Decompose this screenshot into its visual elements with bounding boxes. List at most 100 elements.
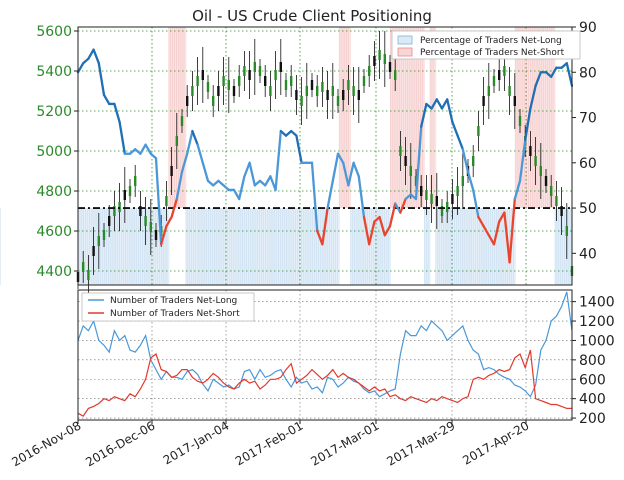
net-long-band [151, 208, 158, 285]
pct-net-long-segment [201, 161, 210, 183]
pct-net-long-segment [394, 202, 402, 214]
price-candle [446, 202, 449, 212]
pct-net-long-segment [180, 152, 189, 173]
pct-net-long-segment [154, 157, 163, 246]
pct-net-long-segment [316, 229, 324, 246]
pct-net-long-segment [435, 98, 444, 110]
price-candle [539, 166, 542, 176]
left-tick-label: 5600 [36, 24, 72, 40]
net-long-band [236, 208, 244, 285]
net-long-band [231, 208, 238, 285]
price-candle [269, 86, 272, 96]
net-long-band [305, 208, 312, 285]
net-long-band [134, 208, 141, 285]
pct-net-long-segment [492, 220, 501, 246]
net-long-band [293, 208, 300, 285]
net-short-band [180, 27, 187, 209]
net-long-band [378, 208, 386, 285]
top-panel-background [0, 27, 573, 285]
net-long-band [486, 208, 494, 285]
price-candle [342, 90, 345, 100]
net-long-band [333, 208, 340, 285]
top-panel-series [76, 31, 574, 295]
price-candle [134, 176, 137, 186]
price-candle [472, 156, 475, 166]
price-candle [534, 156, 537, 166]
net-long-band [560, 208, 567, 285]
pct-net-long-segment [446, 98, 454, 124]
pct-net-long-segment [118, 120, 126, 155]
bottom-legend: Number of Traders Net-Long Number of Tra… [81, 292, 255, 322]
price-candle [175, 136, 178, 146]
price-candle [529, 146, 532, 156]
pct-net-long-segment [368, 220, 376, 246]
right-tick-label: 40 [579, 246, 597, 262]
net-long-band [112, 208, 119, 285]
net-long-band [350, 208, 357, 285]
net-long-band [458, 208, 465, 285]
right-tick-label: 70 [579, 111, 597, 127]
bottom-panel-grid [77, 290, 572, 420]
net-short-band [395, 27, 403, 209]
net-long-band [271, 208, 278, 285]
price-candle [284, 80, 288, 90]
price-candle [186, 96, 189, 106]
net-short-band [520, 27, 528, 209]
net-long-band [435, 208, 442, 285]
price-candle [336, 96, 340, 106]
pct-net-long-segment [92, 48, 100, 65]
pct-net-long-segment [139, 143, 147, 155]
price-candle [154, 230, 158, 240]
price-candle [383, 54, 386, 64]
pct-net-long-segment [513, 179, 522, 201]
net-long-band [361, 208, 369, 285]
pct-net-long-segment [186, 129, 194, 155]
top-panel-frame [77, 26, 573, 286]
x-tick-label: 2016-Nov-08 [9, 418, 83, 469]
net-long-band [185, 208, 193, 285]
price-candle [92, 246, 95, 256]
net-long-band [254, 208, 261, 285]
price-candle [404, 156, 407, 166]
price-candle [316, 86, 319, 96]
net-long-band [248, 208, 255, 285]
left-tick-label: 4800 [36, 184, 72, 200]
bottom-right-tick-label: 1000 [579, 333, 615, 349]
net-short-band [390, 27, 397, 209]
right-tick-label: 90 [579, 20, 597, 36]
price-candle [97, 236, 100, 246]
price-candle [550, 186, 553, 196]
net-long-band [554, 208, 562, 285]
net-long-band [441, 208, 448, 285]
pct-net-long-segment [196, 143, 204, 164]
price-candle [102, 230, 106, 240]
price-candle [508, 86, 511, 96]
price-candle [201, 70, 204, 80]
net-short-band [168, 27, 176, 209]
price-candle [258, 66, 262, 76]
price-candle [409, 166, 412, 176]
legend-label-pct-net-short: Percentage of Traders Net-Short [420, 48, 565, 58]
x-tick-label: 2017-Mar-01 [308, 418, 381, 468]
top-left-axis-ticks: 4400 4600 4800 5000 5200 5400 5600 [36, 24, 78, 280]
pct-net-long-segment [466, 170, 475, 192]
left-tick-label: 5200 [36, 104, 72, 120]
pct-net-long-segment [524, 107, 532, 142]
price-candle [238, 76, 241, 86]
legend-swatch-net-long-area [397, 35, 413, 45]
price-candle [139, 206, 142, 216]
price-candle [248, 70, 251, 80]
net-short-band [515, 27, 522, 209]
price-candle [295, 90, 298, 100]
pct-net-long-segment [503, 211, 511, 264]
price-candle [451, 194, 454, 204]
price-candle [206, 82, 210, 92]
pct-net-long-segment [175, 170, 184, 201]
price-candle [565, 226, 568, 236]
pct-net-long-segment [482, 225, 490, 237]
net-short-band [537, 27, 545, 209]
price-candle [487, 86, 490, 96]
top-right-axis-ticks: 40 50 60 70 80 90 [572, 20, 597, 262]
price-candle [498, 70, 501, 80]
price-candle [149, 222, 152, 232]
